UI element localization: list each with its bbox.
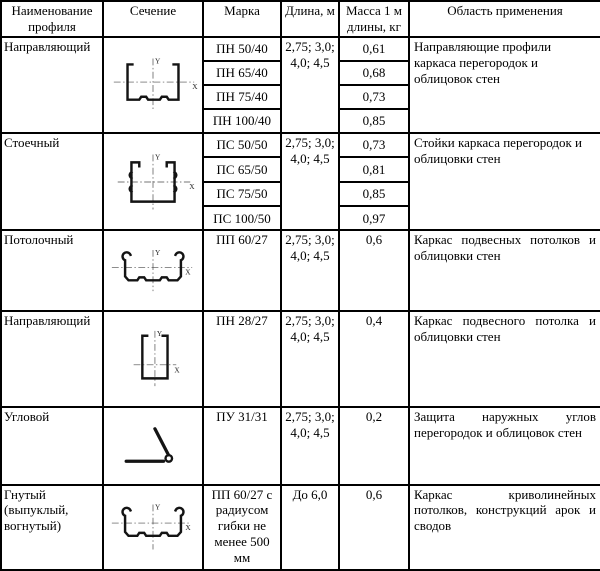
axis-x-label: X bbox=[185, 523, 191, 532]
axis-x-label: X bbox=[185, 268, 191, 277]
axis-y-label: Y bbox=[155, 503, 161, 512]
length-cell: До 6,0 bbox=[280, 483, 340, 571]
section-cell bbox=[102, 405, 204, 486]
section-cell: Y X bbox=[102, 483, 204, 571]
table-row: ПН 75/40 0,73 bbox=[1, 83, 600, 110]
table-row: ПС 75/50 0,85 bbox=[1, 180, 600, 208]
mass-cell: 0,6 bbox=[338, 483, 410, 571]
mass-cell: 0,85 bbox=[338, 180, 410, 208]
table-row: Направляющий Y X ПН 28/27 2,75; 3,0; 4,0… bbox=[0, 310, 600, 408]
length-cell: 2,75; 3,0; 4,0; 4,5 bbox=[280, 229, 340, 313]
mark-cell: ПН 65/40 bbox=[202, 59, 282, 86]
profile-name-cell: Направляющий bbox=[0, 36, 104, 134]
mass-cell: 0,85 bbox=[338, 107, 410, 134]
pn-guide-channel-section-icon: Y X bbox=[113, 56, 198, 112]
pu-corner-profile-section-icon bbox=[124, 426, 174, 463]
mark-cell: ПС 50/50 bbox=[202, 131, 282, 159]
table-row: ПН 65/40 0,68 bbox=[1, 59, 600, 86]
col-header-section: Сечение bbox=[102, 0, 204, 38]
length-cell: 2,75; 3,0; 4,0; 4,5 bbox=[280, 405, 340, 486]
application-area-cell: Стойки каркаса перегородок и облицовки с… bbox=[408, 131, 600, 232]
section-cell: Y X bbox=[102, 131, 204, 232]
mark-cell: ПС 100/50 bbox=[202, 204, 282, 232]
axis-y-label: Y bbox=[155, 152, 161, 161]
mass-cell: 0,68 bbox=[338, 59, 410, 86]
pn-28-27-guide-channel-section-icon: Y X bbox=[133, 330, 180, 387]
mark-cell: ПН 28/27 bbox=[202, 310, 282, 408]
profile-name-cell: Гнутый (выпуклый, вогнутый) bbox=[0, 483, 104, 571]
pp-curved-channel-section-icon: Y X bbox=[111, 503, 191, 550]
mark-cell: ПС 65/50 bbox=[202, 156, 282, 183]
mass-cell: 0,73 bbox=[338, 131, 410, 159]
table-row: Потолочный Y X ПП 60/27 2,75; 3,0; 4,0; … bbox=[0, 229, 600, 313]
profile-name-cell: Потолочный bbox=[0, 229, 104, 313]
mass-cell: 0,73 bbox=[338, 83, 410, 110]
axis-x-label: X bbox=[192, 82, 198, 91]
table-row: Направляющий Y X ПН 50/40 2,75; 3,0; 4,0… bbox=[0, 36, 600, 134]
application-area-cell: Направляющие профили каркаса перегородок… bbox=[408, 36, 600, 134]
mark-cell: ПП 60/27 bbox=[202, 229, 282, 313]
mark-cell: ПП 60/27 с радиусом гибки не менее 500 м… bbox=[202, 483, 282, 571]
mark-cell: ПН 50/40 bbox=[202, 36, 282, 62]
length-cell: 2,75; 3,0; 4,0; 4,5 bbox=[280, 131, 340, 232]
ps-stud-channel-section-icon: Y X bbox=[117, 152, 195, 210]
profile-name-cell: Угловой bbox=[0, 405, 104, 486]
table-row: ПН 100/40 0,85 bbox=[1, 107, 600, 134]
application-area-cell: Защита наружных углов перегородок и обли… bbox=[408, 405, 600, 486]
mass-cell: 0,61 bbox=[338, 36, 410, 62]
pp-ceiling-channel-section-icon: Y X bbox=[111, 248, 193, 292]
section-cell: Y X bbox=[102, 229, 204, 313]
section-cell: Y X bbox=[102, 310, 204, 408]
mark-cell: ПН 75/40 bbox=[202, 83, 282, 110]
col-header-length: Длина, м bbox=[280, 0, 340, 38]
mass-cell: 0,6 bbox=[338, 229, 410, 313]
section-cell: Y X bbox=[102, 36, 204, 134]
length-cell: 2,75; 3,0; 4,0; 4,5 bbox=[280, 36, 340, 134]
mark-cell: ПУ 31/31 bbox=[202, 405, 282, 486]
application-area-cell: Каркас подвесных потолков и облицовки ст… bbox=[408, 229, 600, 313]
application-area-cell: Каркас подвесного потолка и облицовки ст… bbox=[408, 310, 600, 408]
mark-cell: ПС 75/50 bbox=[202, 180, 282, 208]
axis-y-label: Y bbox=[155, 248, 161, 257]
col-header-application-area: Область применения bbox=[408, 0, 600, 38]
col-header-mark: Марка bbox=[202, 0, 282, 38]
length-cell: 2,75; 3,0; 4,0; 4,5 bbox=[280, 310, 340, 408]
table-row: Стоечный Y X ПС 50/50 2,75; 3,0; 4,0; 4,… bbox=[0, 131, 600, 232]
col-header-mass: Масса 1 м длины, кг bbox=[338, 0, 410, 38]
table-row: Угловой ПУ 31/31 2,75; 3,0; 4,0; 4,5 0,2… bbox=[0, 405, 600, 486]
axis-y-label: Y bbox=[155, 56, 161, 65]
col-header-profile-name: Наименование профиля bbox=[0, 0, 104, 38]
axis-x-label: X bbox=[174, 367, 180, 375]
mass-cell: 0,81 bbox=[338, 156, 410, 183]
table-row: Гнутый (выпуклый, вогнутый) Y X ПП 60/27… bbox=[0, 483, 600, 571]
mass-cell: 0,4 bbox=[338, 310, 410, 408]
profile-name-cell: Стоечный bbox=[0, 131, 104, 232]
profile-name-cell: Направляющий bbox=[0, 310, 104, 408]
table-row: ПС 65/50 0,81 bbox=[1, 156, 600, 183]
axis-y-label: Y bbox=[157, 330, 163, 338]
mass-cell: 0,2 bbox=[338, 405, 410, 486]
table-row: ПС 100/50 0,97 bbox=[1, 204, 600, 232]
application-area-cell: Каркас криволинейных потолков, конструкц… bbox=[408, 483, 600, 571]
axis-x-label: X bbox=[189, 181, 195, 190]
mark-cell: ПН 100/40 bbox=[202, 107, 282, 134]
mass-cell: 0,97 bbox=[338, 204, 410, 232]
